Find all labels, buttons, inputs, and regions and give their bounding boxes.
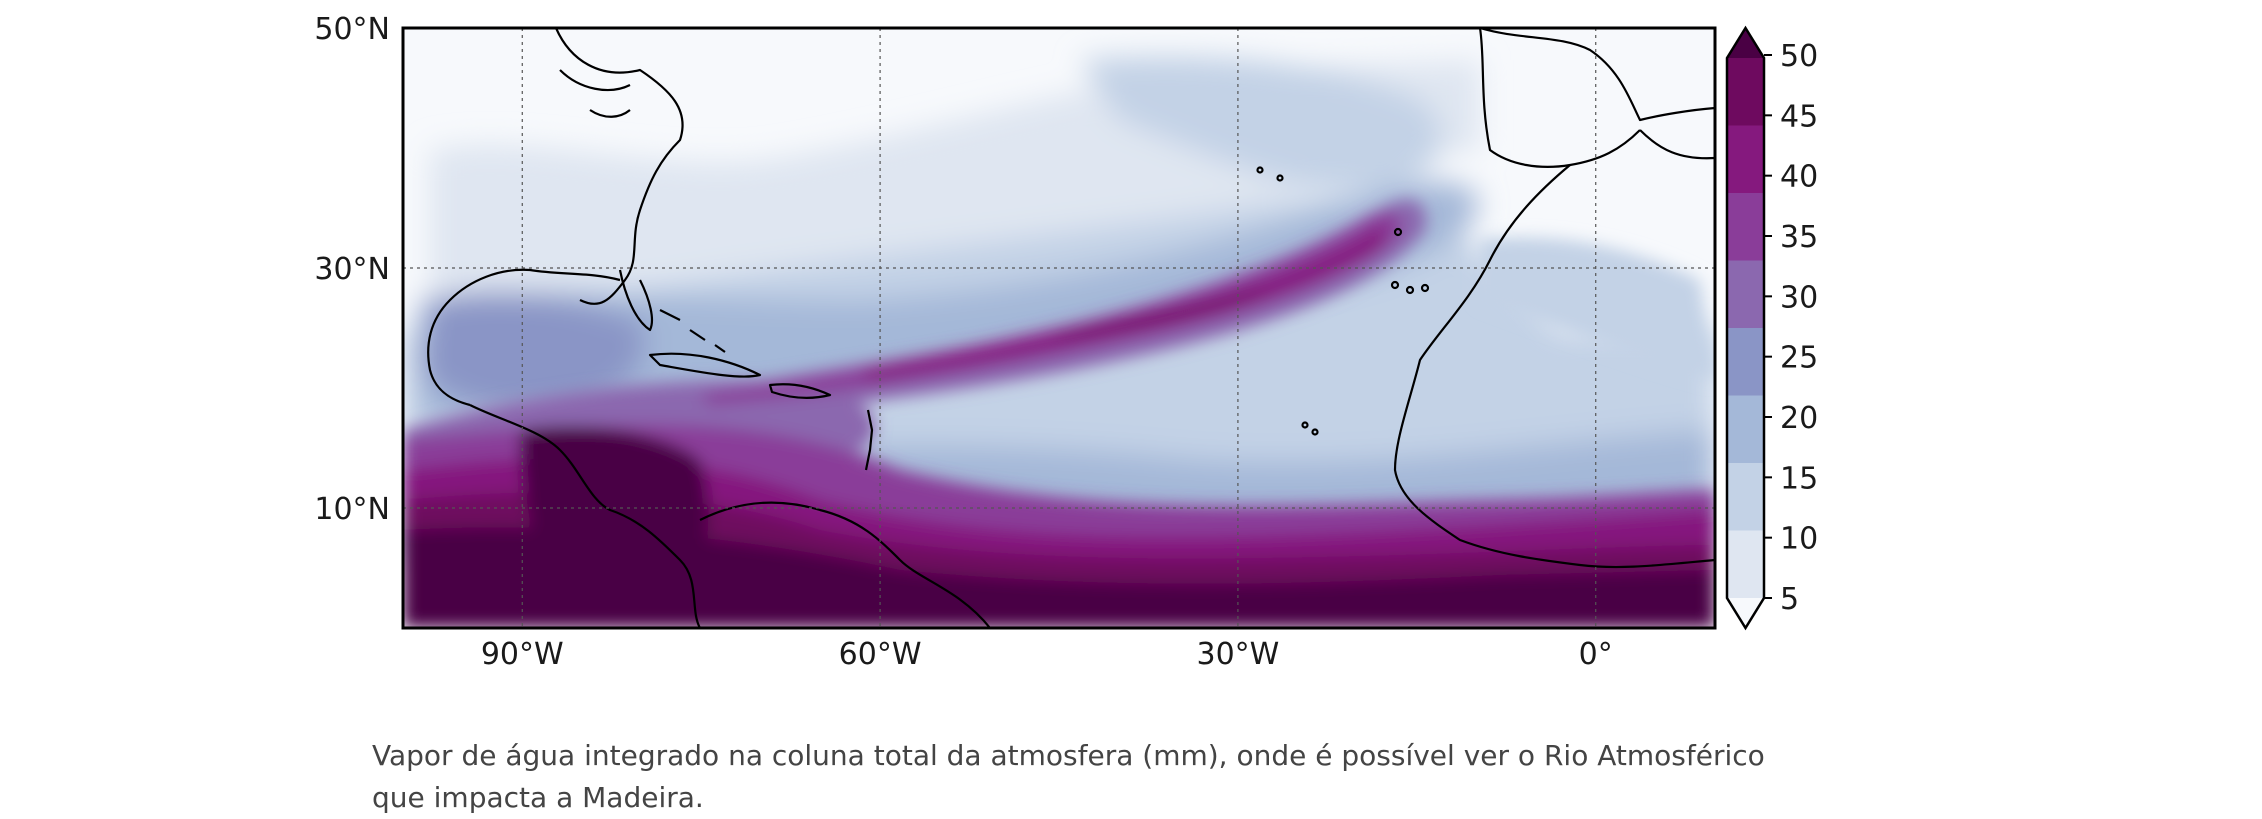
colorbar-band [1727,530,1764,599]
colorbar-band [1727,395,1764,464]
coastlines [427,28,1715,628]
lon-tick-label: 30°W [1196,637,1279,672]
lat-tick-label: 10°N [314,492,390,527]
colorbar-band [1727,125,1764,194]
colorbar-tick-label: 30 [1780,280,1818,315]
water-vapor-map-figure: 50°N 30°N 10°N 90°W 60°W 30°W 0° 50 45 40 35 30 25… [314,12,1818,672]
vapor-field [403,28,1715,628]
colorbar: 50 45 40 35 30 25 20 15 10 5 [1725,25,1818,631]
lon-tick-label: 90°W [481,637,564,672]
figure-caption: Vapor de água integrado na coluna total … [372,739,1765,814]
colorbar-band [1727,193,1764,261]
colorbar-tick-label: 5 [1780,582,1799,617]
colorbar-extend-min [1727,598,1764,628]
lat-tick-label: 30°N [314,252,390,287]
lon-tick-label: 0° [1579,637,1613,672]
colorbar-extend-max [1727,28,1764,58]
lon-tick-label: 60°W [839,637,922,672]
colorbar-tick-label: 40 [1780,160,1818,195]
map-frame [401,26,1717,630]
colorbar-tick-label: 20 [1780,401,1818,436]
graticule [403,28,1715,628]
longitude-labels: 90°W 60°W 30°W 0° [481,637,1613,672]
lat-tick-label: 50°N [314,12,390,47]
colorbar-band [1727,328,1764,396]
colorbar-band [1727,58,1764,126]
colorbar-band [1727,463,1764,531]
colorbar-tick-label: 45 [1780,99,1818,134]
colorbar-band [1727,260,1764,329]
latitude-labels: 50°N 30°N 10°N [314,12,390,527]
colorbar-tick-label: 35 [1780,220,1818,255]
colorbar-tick-label: 10 [1780,522,1818,557]
colorbar-tick-label: 50 [1780,39,1818,74]
colorbar-tick-label: 25 [1780,341,1818,376]
colorbar-tick-label: 15 [1780,461,1818,496]
